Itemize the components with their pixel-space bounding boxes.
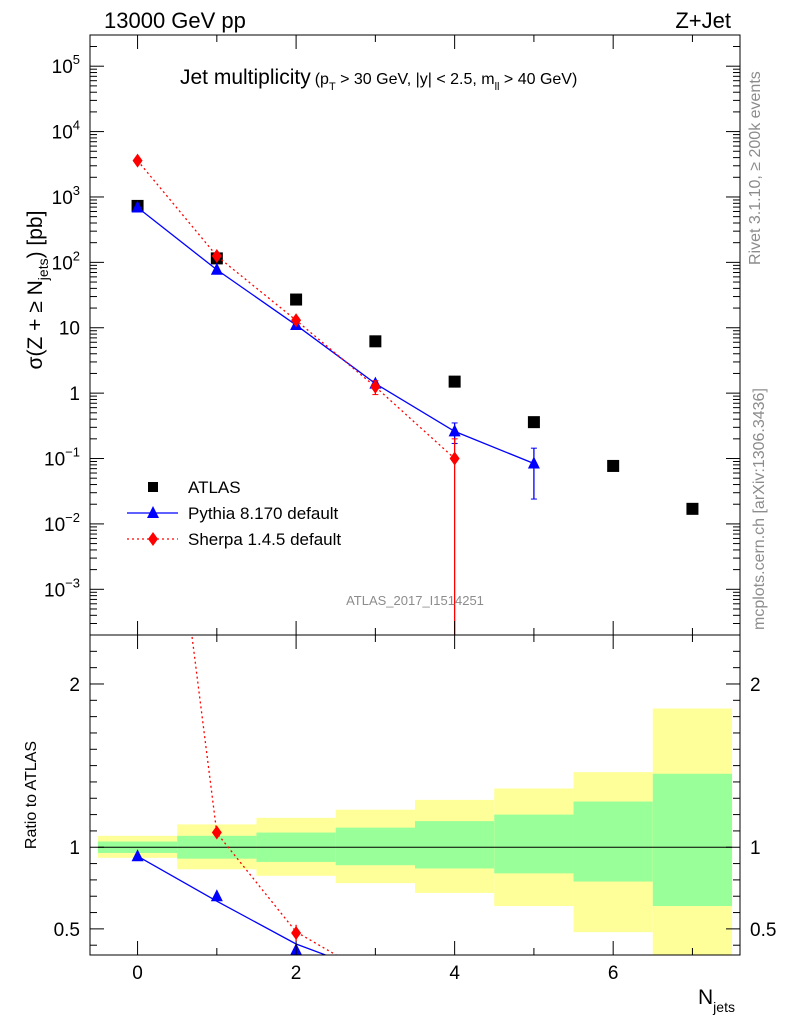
- ratio-uncertainty-band-inner: [652, 773, 733, 907]
- x-tick-label: 0: [132, 963, 143, 984]
- ratio-uncertainty-band-inner: [494, 814, 574, 874]
- main-y-tick-label: 10−3: [44, 575, 80, 601]
- main-point-diamond: [370, 379, 381, 394]
- main-point-diamond: [449, 451, 460, 466]
- x-tick-label: 4: [449, 963, 460, 984]
- rivet-version-label: Rivet 3.1.10, ≥ 200k events: [747, 71, 764, 265]
- main-y-tick-label: 105: [52, 52, 80, 78]
- main-point-triangle: [527, 456, 540, 469]
- legend-label-triangle: Pythia 8.170 default: [188, 504, 339, 523]
- ratio-panel-frame: [89, 634, 741, 956]
- x-tick-label: 6: [608, 963, 619, 984]
- mcplots-reference-label: mcplots.cern.ch [arXiv:1306.3436]: [751, 388, 768, 630]
- ratio-y-tick-label-left: 0.5: [54, 920, 80, 941]
- ratio-x-axis-ticks: 0 2 4 6: [132, 635, 693, 984]
- main-point-square: [607, 459, 620, 472]
- ratio-y-tick-label-right: 2: [750, 675, 761, 696]
- ratio-uncertainty-band-inner: [573, 801, 653, 882]
- ratio-point-diamond: [291, 925, 302, 940]
- main-y-tick-label: 10: [59, 319, 80, 340]
- main-point-diamond: [291, 313, 302, 328]
- legend-label-square: ATLAS: [188, 478, 241, 497]
- legend-marker-square: [148, 482, 158, 492]
- main-y-tick-label: 104: [52, 118, 80, 144]
- header-process-label: Z+Jet: [675, 8, 731, 33]
- ratio-line-triangle: [137, 855, 328, 955]
- main-x-axis-ticks: [137, 35, 693, 635]
- legend: ATLAS Pythia 8.170 default Sherpa 1.4.5 de…: [127, 478, 341, 549]
- main-y-tick-label: 102: [52, 248, 80, 274]
- ratio-y-axis-ticks: 2 2 1 1 0.5 0.5: [54, 650, 776, 946]
- main-plot-area: [131, 153, 699, 635]
- main-point-triangle: [131, 200, 144, 213]
- x-tick-label: 2: [291, 963, 302, 984]
- main-y-tick-label: 10−2: [44, 510, 80, 536]
- main-y-tick-label: 1: [69, 384, 80, 405]
- legend-marker-diamond: [148, 532, 158, 546]
- ratio-y-tick-label-left: 2: [69, 675, 80, 696]
- legend-label-diamond: Sherpa 1.4.5 default: [188, 530, 341, 549]
- ratio-point-triangle: [131, 849, 144, 862]
- ratio-uncertainty-band-inner: [415, 821, 495, 869]
- header-energy-label: 13000 GeV pp: [104, 8, 246, 33]
- ratio-y-axis-label: Ratio to ATLAS: [23, 741, 40, 849]
- main-y-tick-label: 10−1: [44, 445, 80, 471]
- ratio-point-triangle: [210, 889, 223, 902]
- main-line-diamond: [137, 160, 456, 460]
- main-point-square: [369, 335, 382, 348]
- main-point-diamond: [132, 153, 143, 168]
- ratio-y-tick-label-left: 1: [69, 838, 80, 859]
- ratio-point-diamond: [211, 825, 222, 840]
- main-y-axis-label: σ(Z + ≥ Njets) [pb]: [24, 211, 51, 370]
- ratio-panel: 2 2 1 1 0.5 0.5 0 2 4 6 Ratio to ATLAS Njets: [23, 634, 776, 1015]
- x-axis-label: Njets: [698, 986, 735, 1015]
- main-point-square: [290, 293, 303, 306]
- main-line-triangle: [137, 206, 535, 465]
- main-point-triangle: [210, 262, 223, 275]
- ratio-y-tick-label-right: 0.5: [750, 920, 776, 941]
- ratio-plot-area: [97, 635, 733, 955]
- main-point-triangle: [448, 424, 461, 437]
- main-y-tick-label: 103: [52, 183, 80, 209]
- main-chart-title: Jet multiplicity (pT > 30 GeV, |y| < 2.5,…: [180, 66, 577, 93]
- ratio-y-tick-label-right: 1: [750, 838, 761, 859]
- analysis-tag: ATLAS_2017_I1514251: [346, 593, 484, 608]
- main-point-square: [686, 502, 699, 515]
- main-point-square: [527, 416, 540, 429]
- ratio-uncertainty-band-inner: [335, 827, 415, 866]
- main-point-diamond: [211, 249, 222, 264]
- main-point-square: [448, 375, 461, 388]
- legend-marker-triangle: [147, 506, 159, 518]
